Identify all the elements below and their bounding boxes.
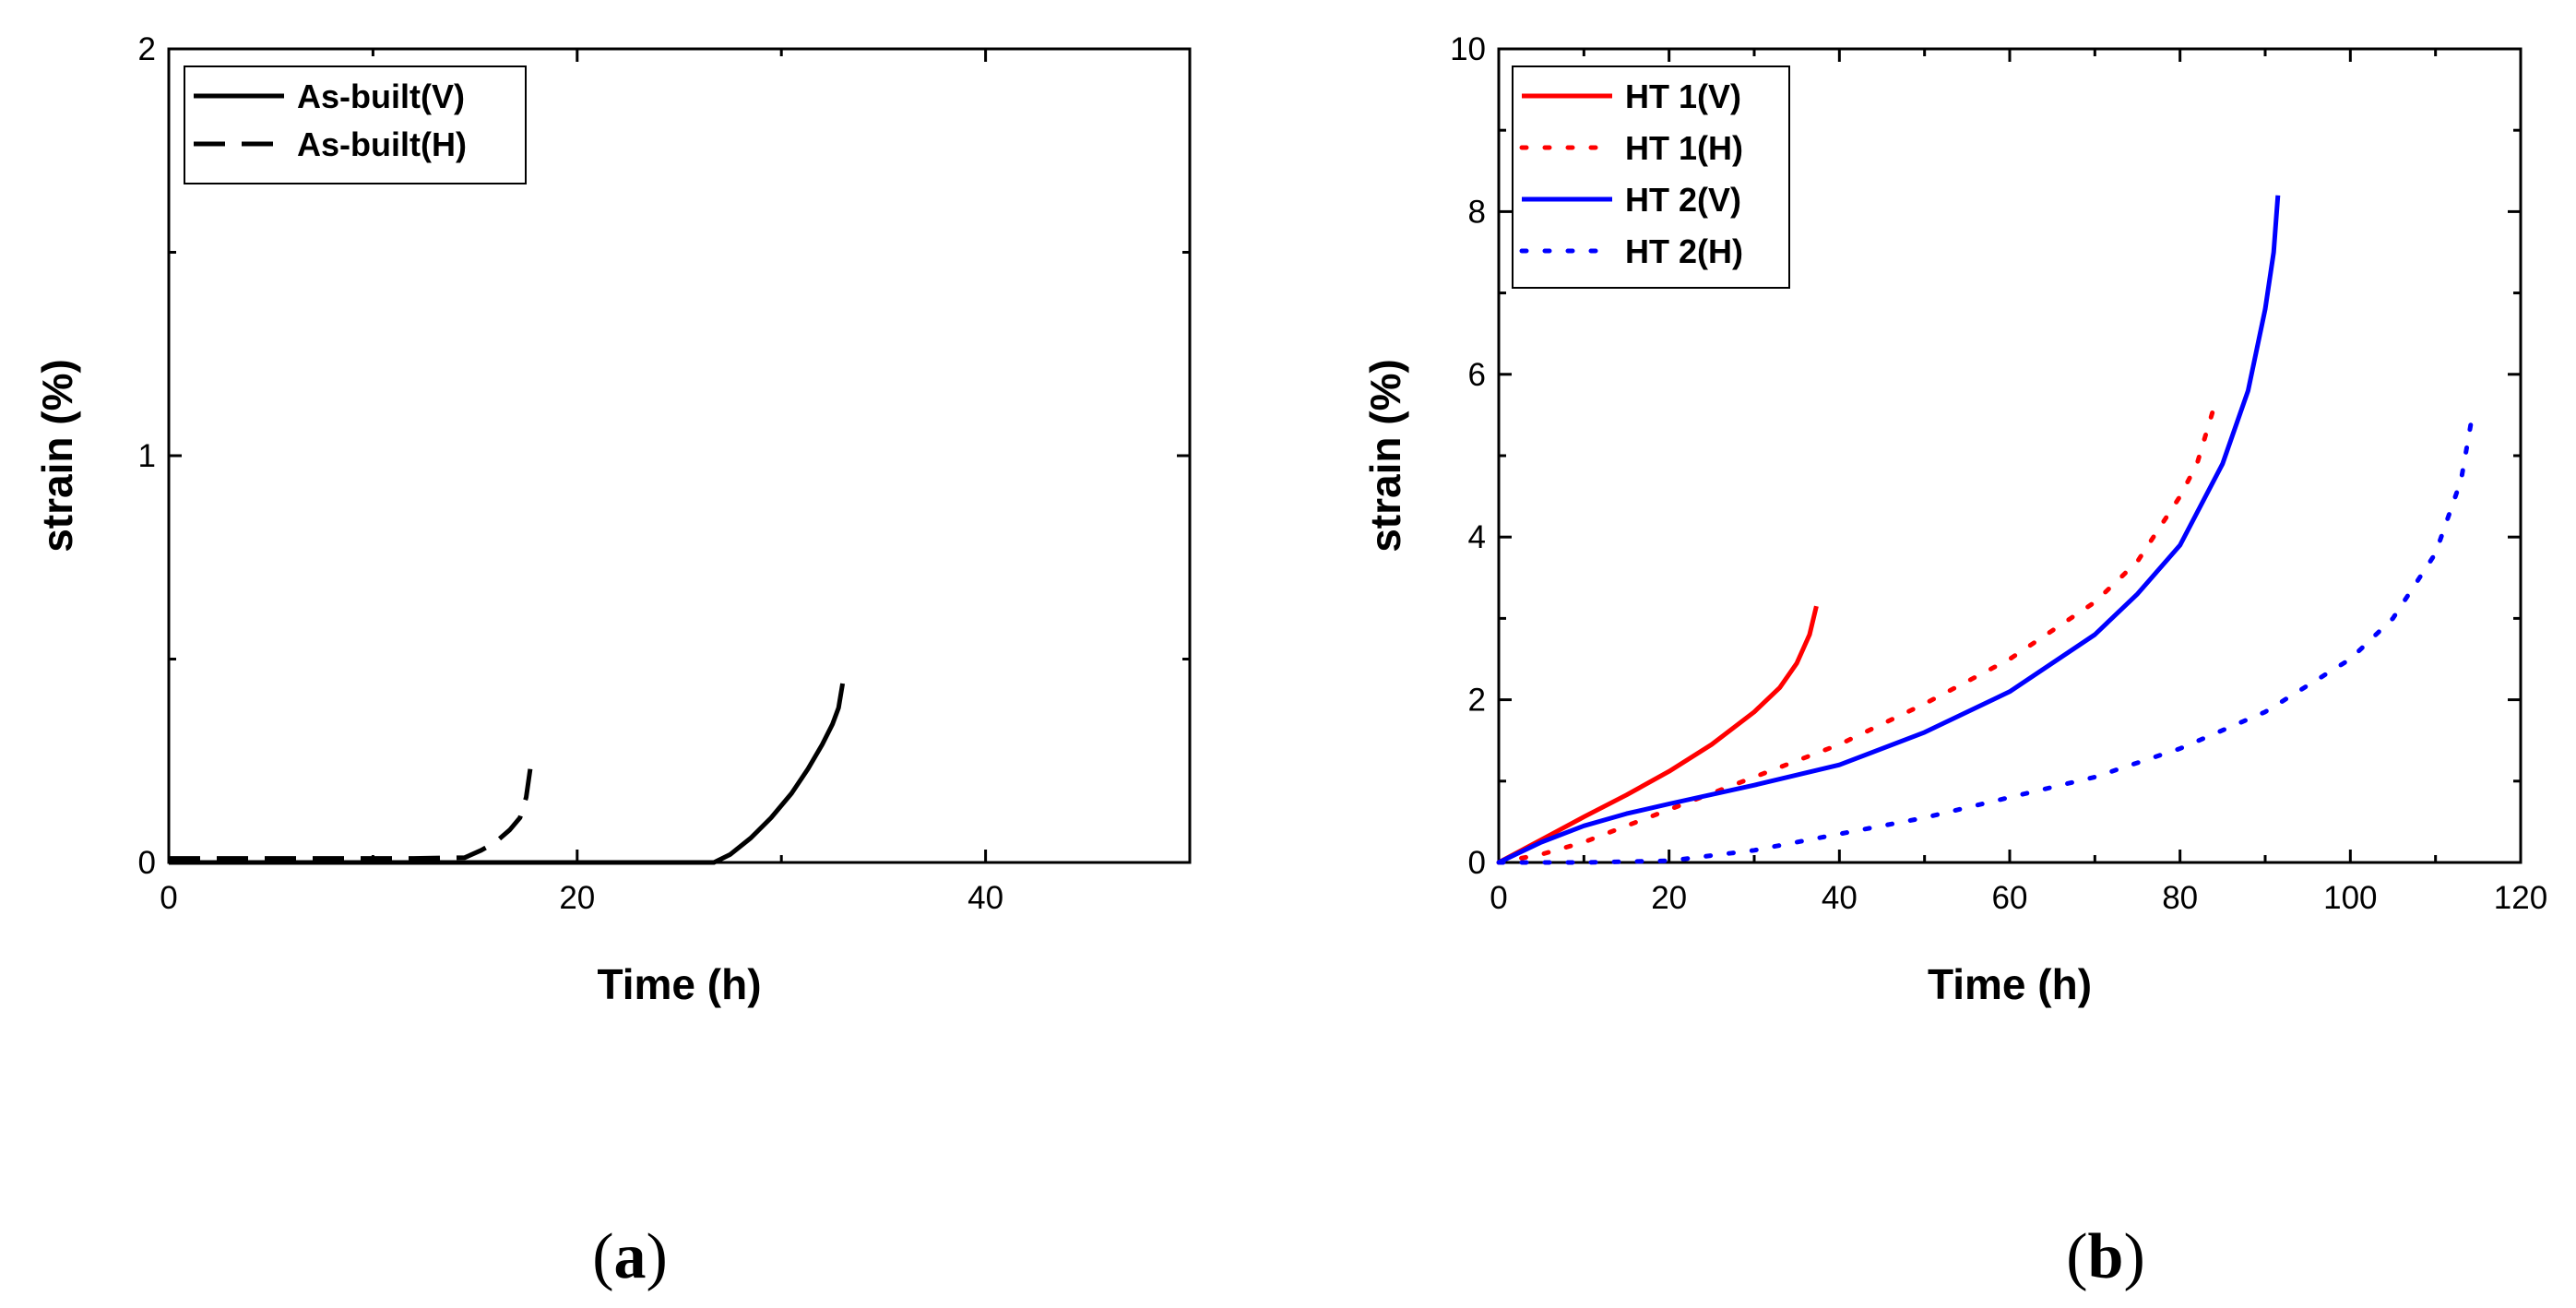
y-tick-label: 4 [1468,519,1486,555]
panel-a: 0 20 40 0 1 2 Time (h) strain (%) As-built(V) As-… [33,31,1192,1292]
y-axis-title: strain (%) [33,359,81,553]
y-tick-label: 0 [138,845,156,881]
x-tick-label: 20 [559,880,595,916]
legend-label: HT 1(V) [1625,77,1741,115]
legend-box [1512,65,1790,289]
series-line-as-built-v [169,683,846,865]
panel-b: 0 20 40 60 80 100 120 0 2 4 6 8 10 Time (h) strain (%)… [1361,31,2547,1292]
y-axis-title: strain (%) [1361,359,1409,553]
panel-label-open: ( [2066,1221,2087,1292]
panel-label-close: ) [647,1221,668,1292]
legend-label: As-built(H) [297,125,467,163]
y-tick-label: 8 [1468,194,1486,230]
y-tick-label: 10 [1450,31,1486,67]
y-tick-label: 6 [1468,357,1486,393]
y-tick-label: 2 [1468,683,1486,719]
y-tick-label: 0 [1468,845,1486,881]
x-tick-label: 0 [160,880,177,916]
y-tick-label: 1 [138,438,156,474]
y-tick-label: 2 [138,31,156,67]
x-tick-label: 20 [1651,880,1687,916]
legend-label: As-built(V) [297,77,465,115]
x-tick-label: 80 [2162,880,2198,916]
legend-box [184,65,527,184]
legend-label: HT 2(H) [1625,232,1743,270]
x-axis-title: Time (h) [597,960,761,1008]
x-tick-label: 100 [2323,880,2377,916]
panel-label-letter: a [614,1221,647,1292]
series-line-ht-2-v [1497,195,2281,865]
series-line-ht-1-h [1496,404,2217,865]
x-axis-title: Time (h) [1928,960,2092,1008]
x-tick-label: 0 [1490,880,1507,916]
panel-label: (a) [592,1221,668,1292]
x-tick-label: 40 [1822,880,1858,916]
legend-label: HT 2(V) [1625,181,1741,219]
series-line-ht-1-v [1497,605,1819,865]
x-tick-label: 60 [1992,880,2028,916]
x-tick-label: 40 [967,880,1003,916]
series-line-ht-2-h [1496,404,2476,865]
panel-label: (b) [2066,1221,2145,1292]
series-line-as-built-h [169,768,533,862]
x-tick-label: 120 [2494,880,2547,916]
panel-label-close: ) [2123,1221,2144,1292]
panel-label-open: ( [592,1221,613,1292]
panel-label-letter: b [2088,1221,2124,1292]
legend-label: HT 1(H) [1625,129,1743,167]
